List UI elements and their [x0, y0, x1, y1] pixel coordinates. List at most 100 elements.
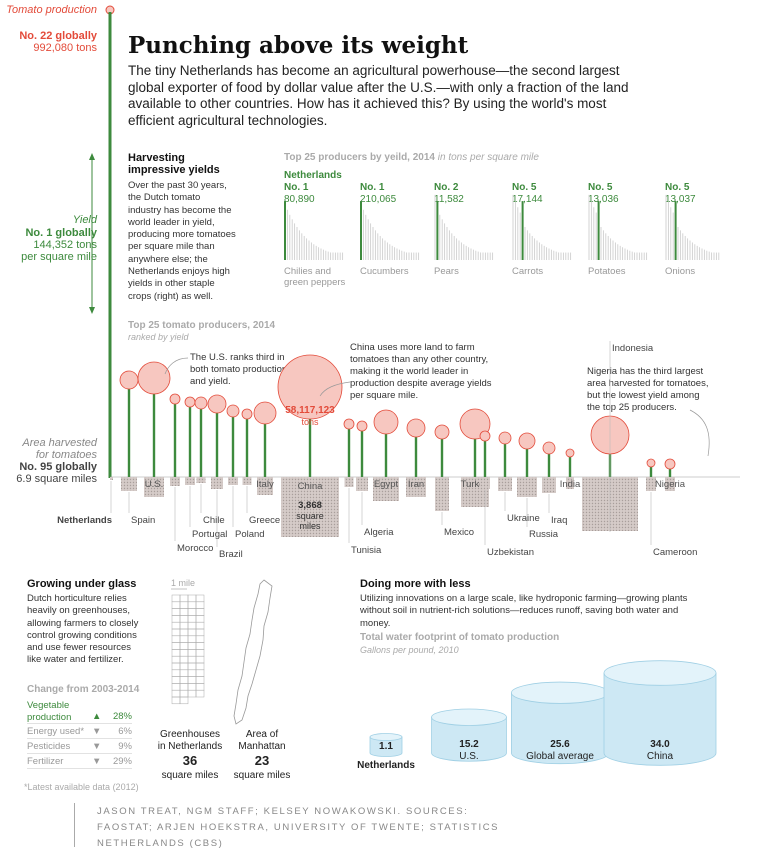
- cylinder-body: [369, 736, 403, 757]
- grid-cell: [171, 669, 181, 677]
- area-box: [665, 477, 675, 491]
- country-morocco: Morocco: [169, 393, 213, 554]
- grid-cell: [171, 676, 181, 684]
- area-box: [144, 477, 164, 497]
- country-russia: Russia: [517, 432, 559, 540]
- water-heading: Doing more with less: [360, 578, 471, 590]
- country-label: Italy: [256, 479, 274, 490]
- change-row: Energy used* ▼ 6%: [27, 726, 132, 739]
- grid-cell: [179, 628, 189, 637]
- country-label: Nigeria: [655, 479, 686, 490]
- greenhouse-grid: [171, 588, 205, 705]
- production-rank: No. 22 globally: [19, 30, 97, 42]
- grid-cell: [187, 615, 197, 623]
- water-value-label: 1.1: [379, 741, 393, 752]
- yield-rank-label: No. 2: [434, 182, 459, 193]
- yield-value-2: per square mile: [21, 251, 97, 263]
- grid-cell: [195, 628, 205, 637]
- change-label-2: production: [27, 711, 72, 723]
- yield-netherlands-label: Netherlands: [284, 170, 342, 181]
- production-bubble: [434, 424, 450, 440]
- grid-cell: [179, 621, 189, 630]
- country-netherlands: Netherlands: [57, 477, 113, 526]
- grid-cell: [171, 649, 181, 657]
- crop-name: Cucumbers: [360, 266, 409, 277]
- country-algeria: Algeria: [356, 420, 394, 538]
- water-chart-subtitle: Gallons per pound, 2010: [360, 645, 459, 655]
- china-area-value: 3,868: [298, 500, 322, 511]
- country-label: Brazil: [219, 549, 243, 560]
- change-rule: [27, 738, 132, 739]
- grid-cell: [195, 662, 205, 671]
- country-india: India: [560, 448, 581, 490]
- grid-cell: [187, 689, 197, 698]
- water-category-label: China: [647, 751, 674, 762]
- grid-cell: [187, 635, 197, 643]
- change-rule: [27, 768, 132, 769]
- country-label: Netherlands: [57, 515, 112, 526]
- manhattan-value: 23: [254, 753, 270, 768]
- production-label: Tomato production: [6, 4, 97, 16]
- country-label: Uzbekistan: [487, 547, 534, 558]
- grid-cell: [187, 662, 197, 671]
- area-box: [257, 477, 273, 495]
- yield-chart-title-text: Top 25 producers by yeild, 2014: [284, 152, 435, 163]
- area-box: [211, 477, 223, 489]
- country-chile: Chile: [194, 396, 225, 526]
- crop-name: Onions: [665, 266, 695, 277]
- country-label: Indonesia: [612, 343, 654, 354]
- production-bubble: [406, 418, 426, 438]
- yield-value-1: 144,352 tons: [33, 239, 97, 251]
- country-greece: Greece: [241, 408, 280, 526]
- cylinder-top: [431, 708, 507, 726]
- cylinder-top: [369, 733, 403, 741]
- area-box: [121, 477, 137, 491]
- country-us: U.S.: [137, 361, 171, 497]
- yield-rank-label: No. 1: [284, 182, 309, 193]
- yield-multiple-3: No. 517,144 Carrots: [512, 182, 572, 277]
- yield-chart-title: Top 25 producers by yeild, 2014 in tons …: [284, 152, 539, 163]
- tomato-chart-title: Top 25 tomato producers, 2014: [128, 320, 276, 331]
- country-label: Poland: [235, 529, 265, 540]
- grid-cell: [195, 594, 205, 603]
- yield-arrow-down-icon: [89, 307, 95, 314]
- grid-cell: [179, 662, 189, 671]
- country-label: Ukraine: [507, 513, 540, 524]
- production-bubble: [565, 448, 575, 458]
- change-label: Pesticides: [27, 741, 71, 752]
- country-tunisia: Tunisia: [343, 418, 382, 556]
- area-label-1: Area harvested: [22, 437, 97, 449]
- country-label: India: [560, 479, 581, 490]
- area-box: [406, 477, 426, 497]
- water-category-label: Netherlands: [357, 760, 415, 771]
- country-nigeria: Nigeria: [655, 458, 686, 491]
- change-value: 9%: [118, 741, 132, 752]
- annotation-nigeria-leader: [689, 409, 710, 457]
- china-area-unit-2: miles: [299, 521, 321, 531]
- grid-cell: [171, 615, 181, 623]
- down-arrow-icon: ▼: [92, 726, 102, 737]
- change-label: Energy used*: [27, 726, 85, 737]
- grid-cell: [187, 649, 197, 657]
- grid-cell: [179, 608, 189, 616]
- area-box: [228, 477, 238, 485]
- manhattan-shape: [233, 579, 273, 725]
- yield-rank-label: No. 5: [512, 182, 537, 193]
- grid-cell: [171, 696, 181, 705]
- country-egypt: Egypt: [373, 409, 399, 501]
- grid-cell: [195, 649, 205, 657]
- area-label-2: for tomatoes: [35, 449, 97, 461]
- grid-cell: [195, 601, 205, 609]
- cylinder-body: [603, 672, 717, 766]
- greenhouses-label-2: in Netherlands: [157, 741, 223, 752]
- production-bubble: [169, 393, 181, 405]
- country-iraq: Iraq: [542, 441, 567, 526]
- yield-label: Yield: [72, 214, 97, 226]
- glass-footnote: *Latest available data (2012): [24, 782, 139, 792]
- production-bubble: [373, 409, 399, 435]
- production-bubble: [542, 441, 556, 455]
- crop-name: Pears: [434, 266, 459, 277]
- production-bubble: [646, 458, 656, 468]
- crop-name: Carrots: [512, 266, 543, 277]
- country-cameroon: Cameroon: [646, 458, 697, 558]
